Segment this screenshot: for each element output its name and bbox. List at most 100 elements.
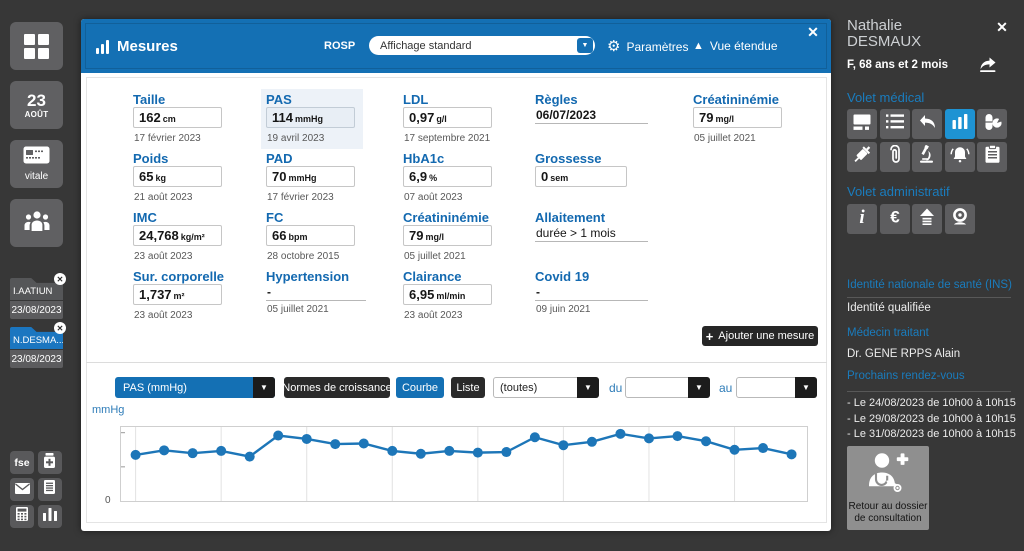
measure-value-box[interactable]: 0,97 g/l: [403, 107, 492, 128]
mail-button[interactable]: [10, 478, 34, 501]
measure-value-box[interactable]: 114 mmHg: [266, 107, 355, 128]
upload-button[interactable]: [912, 204, 942, 234]
alerts-button[interactable]: [944, 141, 975, 172]
vaccines-button[interactable]: [847, 141, 877, 172]
history-list-button[interactable]: [879, 109, 910, 139]
data-point[interactable]: [643, 433, 654, 444]
data-point[interactable]: [330, 439, 341, 450]
billing-button[interactable]: €: [879, 204, 910, 234]
close-panel-button[interactable]: ✕: [807, 23, 819, 40]
data-point[interactable]: [387, 445, 398, 456]
measure-value[interactable]: 06/07/2023: [536, 108, 597, 122]
chevron-down-icon[interactable]: ▼: [577, 38, 593, 53]
teleconsultation-button[interactable]: [944, 204, 975, 234]
close-tab-icon[interactable]: ✕: [54, 273, 66, 285]
close-tab-icon[interactable]: ✕: [54, 322, 66, 334]
list-tab-button[interactable]: Liste: [451, 377, 485, 398]
measure-value-box[interactable]: 0 sem: [535, 166, 627, 187]
statistics-button[interactable]: [37, 505, 62, 528]
measure-value-box[interactable]: 79 mg/l: [403, 225, 492, 246]
measure-value-box[interactable]: 65 kg: [133, 166, 222, 187]
data-point[interactable]: [558, 440, 569, 451]
chevron-down-icon[interactable]: ▼: [577, 377, 599, 398]
parameters-button[interactable]: ⚙ Paramètres: [607, 39, 688, 54]
appointment-item: - Le 29/08/2023 de 10h00 à 10h15: [847, 412, 1016, 425]
home-tiles-button[interactable]: [10, 22, 63, 70]
from-date-select[interactable]: ▼: [625, 377, 710, 398]
share-icon[interactable]: [979, 57, 997, 73]
data-point[interactable]: [216, 445, 227, 456]
reports-button[interactable]: [977, 141, 1007, 172]
data-point[interactable]: [615, 428, 626, 439]
biology-button[interactable]: [912, 141, 942, 172]
measure-value-box[interactable]: 162 cm: [133, 107, 222, 128]
measure-value[interactable]: -: [536, 285, 540, 299]
measure-value-box[interactable]: 1,737 m²: [133, 284, 222, 305]
close-sidebar-button[interactable]: ✕: [996, 18, 1008, 35]
measure-unit: m²: [173, 291, 185, 301]
extended-view-button[interactable]: ▲ Vue étendue: [693, 39, 778, 53]
to-date-select[interactable]: ▼: [736, 377, 817, 398]
patients-button[interactable]: [10, 199, 63, 247]
data-point[interactable]: [472, 447, 483, 458]
period-select[interactable]: (toutes) ▼: [493, 377, 599, 398]
data-point[interactable]: [273, 430, 284, 441]
data-point[interactable]: [444, 445, 455, 456]
pharmacy-button[interactable]: [37, 451, 62, 474]
synthesis-button[interactable]: [847, 109, 877, 139]
measures-button[interactable]: [944, 109, 975, 139]
data-point[interactable]: [501, 447, 512, 458]
data-point[interactable]: [187, 448, 198, 459]
back-button[interactable]: [912, 109, 942, 139]
series-select[interactable]: PAS (mmHg) ▼: [115, 377, 275, 398]
return-to-consultation-button[interactable]: Retour au dossier de consultation: [847, 446, 929, 530]
data-point[interactable]: [729, 444, 740, 455]
data-point[interactable]: [529, 432, 540, 443]
measure-value[interactable]: durée > 1 mois: [536, 226, 616, 240]
measure-value: 114: [272, 110, 293, 125]
measure-value-box[interactable]: 79 mg/l: [693, 107, 782, 128]
data-point[interactable]: [358, 438, 369, 449]
fse-button[interactable]: fse: [10, 451, 34, 474]
curve-tab-button[interactable]: Courbe: [396, 377, 444, 398]
notes-button[interactable]: [37, 478, 62, 501]
measure-unit: ml/min: [436, 291, 466, 301]
agenda-date-button[interactable]: 23 AOÛT: [10, 81, 63, 129]
patient-tab-folder[interactable]: I.AATIUN: [10, 278, 63, 300]
chevron-down-icon[interactable]: ▼: [688, 377, 710, 398]
measure-value-box[interactable]: 24,768 kg/m²: [133, 225, 222, 246]
calculator-button[interactable]: [10, 505, 34, 528]
data-point[interactable]: [786, 449, 797, 460]
people-icon: [23, 210, 51, 237]
measure-date: 09 juin 2021: [536, 304, 591, 315]
measure-value-box[interactable]: 6,9%: [403, 166, 492, 187]
data-point[interactable]: [244, 451, 255, 462]
carte-vitale-button[interactable]: vitale: [10, 140, 63, 188]
data-point[interactable]: [701, 436, 711, 447]
chevron-down-icon[interactable]: ▼: [795, 377, 817, 398]
data-point[interactable]: [586, 436, 597, 447]
patient-tab-folder[interactable]: N.DESMA...: [10, 327, 63, 349]
data-point[interactable]: [159, 445, 170, 456]
measure-value: 6,9: [409, 169, 428, 184]
paperclip-icon: [889, 144, 901, 169]
measure-value-box[interactable]: 70 mmHg: [266, 166, 355, 187]
chevron-down-icon[interactable]: ▼: [253, 377, 275, 398]
data-point[interactable]: [301, 433, 312, 444]
medication-button[interactable]: [977, 109, 1007, 139]
attachments-button[interactable]: [879, 141, 910, 172]
measure-unit: %: [429, 173, 438, 183]
data-point[interactable]: [758, 443, 769, 454]
data-point[interactable]: [672, 431, 683, 442]
measure-value[interactable]: -: [267, 285, 271, 299]
growth-norms-button[interactable]: Normes de croissance: [282, 377, 392, 398]
patient-tab[interactable]: ✕ N.DESMA... 23/08/2023: [10, 322, 66, 368]
data-point[interactable]: [415, 448, 426, 459]
data-point[interactable]: [130, 449, 141, 460]
measure-value-box[interactable]: 66 bpm: [266, 225, 355, 246]
patient-info-button[interactable]: i: [847, 204, 877, 234]
measure-value-box[interactable]: 6,95 ml/min: [403, 284, 492, 305]
display-mode-select[interactable]: Affichage standard ▼: [369, 36, 595, 55]
add-measure-button[interactable]: + Ajouter une mesure: [702, 326, 818, 346]
patient-tab[interactable]: ✕ I.AATIUN 23/08/2023: [10, 273, 66, 319]
